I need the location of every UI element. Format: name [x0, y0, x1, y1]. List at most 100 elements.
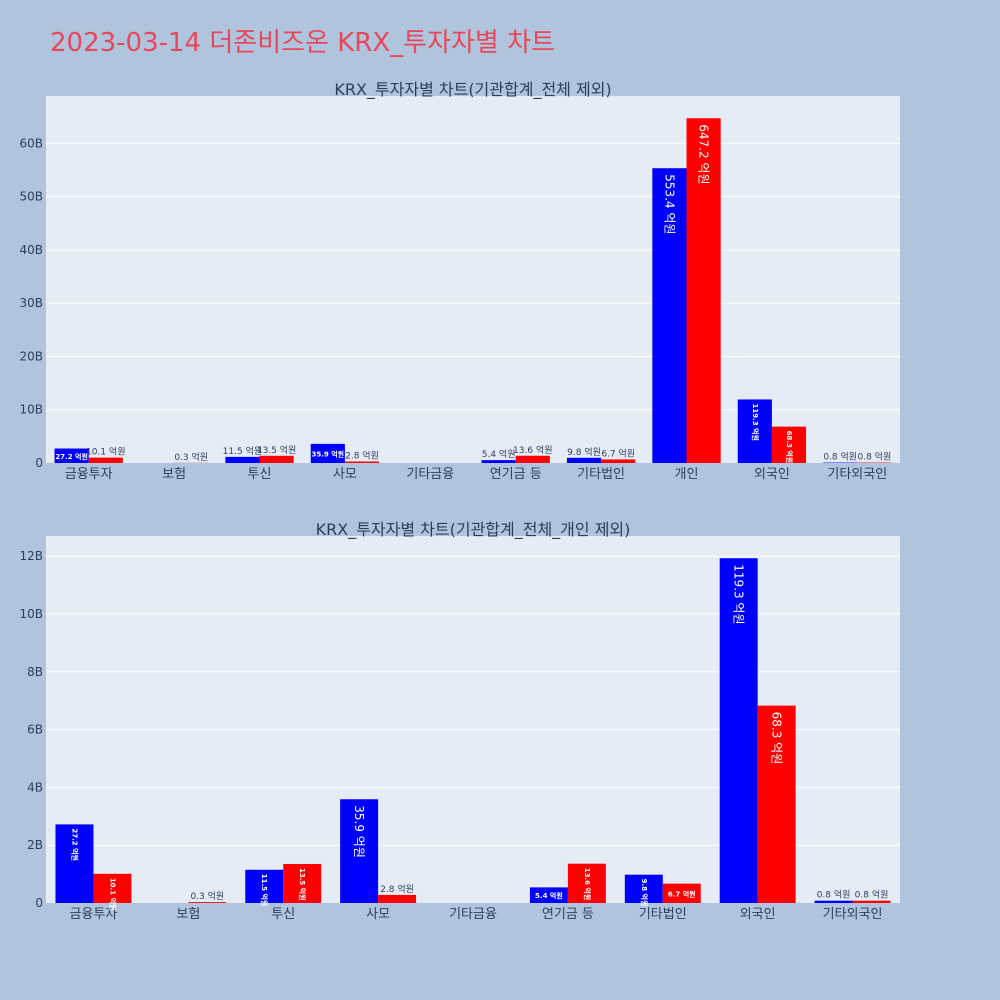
chart-title: KRX_투자자별 차트(기관합계_전체 제외)	[334, 80, 611, 100]
data-label: 10.1 억원	[108, 878, 117, 911]
bar	[662, 883, 701, 903]
x-tick-label: 기타외국인	[827, 467, 887, 482]
x-tick-label: 사모	[333, 467, 357, 482]
bar	[225, 456, 260, 463]
data-label: 647.2 억원	[697, 124, 711, 184]
y-tick-label: 10B	[19, 403, 43, 417]
data-label: 5.4 억원	[535, 891, 563, 900]
data-label: 35.9 억원	[312, 449, 345, 458]
data-label: 2.8 억원	[380, 883, 414, 895]
bar	[567, 863, 606, 903]
x-tick-label: 기타금융	[449, 907, 497, 922]
x-tick-label: 투신	[248, 467, 272, 482]
bar	[340, 799, 379, 903]
bar	[245, 869, 284, 903]
bar	[601, 459, 636, 463]
bar	[310, 443, 345, 463]
chart-title: KRX_투자자별 차트(기관합계_전체_개인 제외)	[316, 520, 631, 540]
data-label: 2.8 억원	[345, 450, 379, 462]
data-label: 6.7 억원	[601, 447, 635, 459]
x-tick-label: 보험	[176, 907, 200, 922]
x-tick-label: 기타금융	[406, 467, 454, 482]
x-tick-label: 개인	[675, 467, 699, 482]
y-tick-label: 10B	[19, 607, 43, 621]
bar	[259, 455, 294, 463]
y-tick-label: 40B	[19, 243, 43, 257]
bar	[54, 448, 89, 463]
data-label: 68.3 억원	[785, 431, 794, 464]
y-tick-label: 30B	[19, 296, 43, 310]
page-title: 2023-03-14 더존비즈온 KRX_투자자별 차트	[50, 28, 555, 58]
data-label: 119.3 억원	[751, 403, 760, 440]
chart-bottom: 0 2B 4B 6B 8B 10B 12B KRX_투자자별 차트(기관합계_전체_개인 제외…	[19, 520, 900, 922]
data-label: 119.3 억원	[732, 564, 746, 624]
x-tick-label: 기타법인	[577, 467, 625, 482]
x-tick-label: 보험	[162, 467, 186, 482]
bar	[88, 457, 123, 463]
bar	[93, 873, 132, 903]
bar	[566, 457, 602, 463]
bar	[737, 399, 772, 463]
x-tick-label: 연기금 등	[542, 907, 594, 922]
data-label: 13.5 억원	[298, 868, 307, 901]
data-label: 0.8 억원	[817, 889, 851, 901]
x-tick-label: 사모	[366, 907, 390, 922]
data-label: 11.5 억원	[260, 874, 269, 907]
data-label: 68.3 억원	[770, 712, 784, 765]
data-label: 27.2 억원	[70, 828, 79, 861]
bar	[771, 426, 807, 463]
data-label: 5.4 억원	[482, 448, 516, 460]
bar	[283, 863, 322, 903]
bar	[344, 461, 380, 463]
bar	[686, 118, 721, 464]
x-tick-label: 기타법인	[639, 907, 687, 922]
x-tick-label: 금융투자	[70, 907, 118, 922]
data-label: 11.5 억원	[223, 445, 262, 457]
data-label: 13.5 억원	[257, 444, 296, 456]
data-label: 0.3 억원	[190, 890, 224, 902]
data-label: 10.1 억원	[86, 446, 125, 458]
data-label: 0.8 억원	[858, 451, 892, 463]
bar	[515, 455, 550, 463]
data-label: 6.7 억원	[668, 889, 696, 898]
data-label: 9.8 억원	[640, 879, 649, 907]
x-tick-label: 금융투자	[65, 467, 113, 482]
y-tick-label: 8B	[27, 665, 43, 679]
plot-area	[46, 96, 900, 463]
bar	[814, 900, 853, 903]
x-tick-label: 외국인	[754, 467, 790, 482]
y-tick-label: 50B	[19, 190, 43, 204]
bar	[852, 900, 891, 903]
data-label: 13.6 억원	[513, 444, 552, 456]
y-tick-label: 4B	[27, 780, 43, 794]
y-tick-label: 0	[35, 896, 43, 910]
data-label: 0.3 억원	[174, 451, 208, 463]
x-tick-label: 외국인	[740, 907, 776, 922]
data-label: 13.6 억원	[583, 868, 592, 901]
x-tick-label: 투신	[271, 907, 295, 922]
bar	[529, 887, 568, 903]
bar	[652, 168, 687, 463]
data-label: 9.8 억원	[567, 446, 601, 458]
bar	[719, 558, 758, 903]
y-tick-label: 2B	[27, 838, 43, 852]
y-tick-label: 6B	[27, 723, 43, 737]
y-tick-label: 0	[35, 456, 43, 470]
x-tick-label: 기타외국인	[823, 907, 883, 922]
bar	[757, 705, 796, 903]
y-tick-label: 20B	[19, 349, 43, 363]
data-label: 35.9 억원	[352, 805, 366, 858]
bar	[188, 902, 227, 903]
data-label: 27.2 억원	[55, 452, 88, 461]
bar	[55, 824, 94, 903]
data-label: 553.4 억원	[662, 174, 676, 234]
data-label: 0.8 억원	[823, 451, 857, 463]
data-label: 0.8 억원	[855, 889, 889, 901]
bar	[481, 460, 516, 463]
x-tick-label: 연기금 등	[490, 467, 542, 482]
y-tick-label: 12B	[19, 549, 43, 563]
y-tick-label: 60B	[19, 136, 43, 150]
bar	[624, 874, 663, 903]
chart-top: 0 10B 20B 30B 40B 50B 60B KRX_투자자별 차트(기관합계_전체 제…	[19, 80, 900, 482]
bar	[378, 894, 417, 903]
